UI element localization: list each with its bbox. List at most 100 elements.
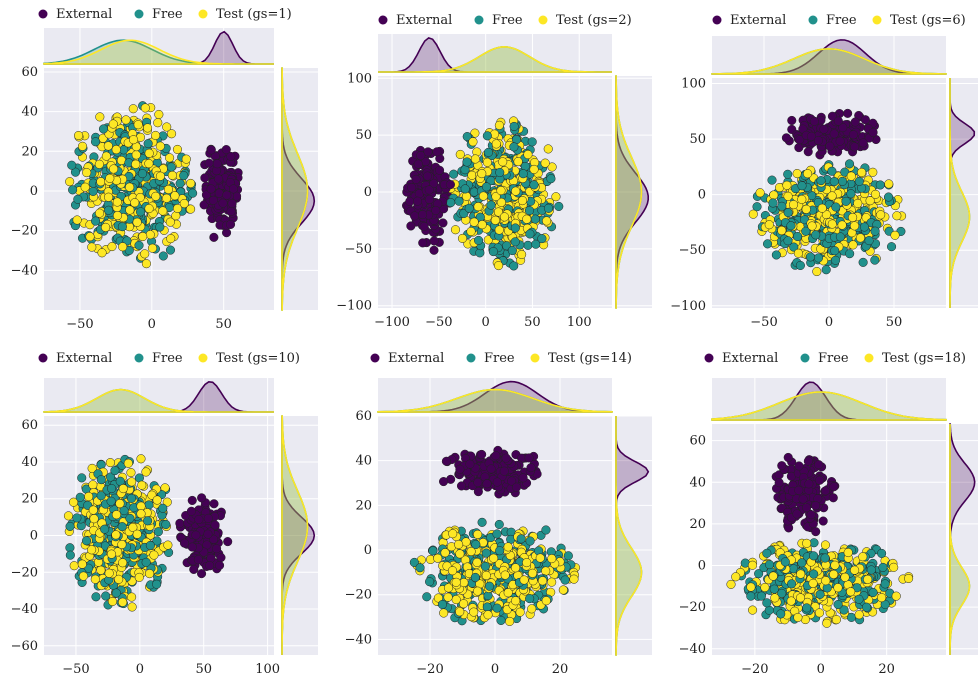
point-free (527, 137, 537, 147)
y-tick-label: −50 (345, 242, 372, 257)
point-free (106, 496, 116, 506)
point-test (144, 204, 154, 214)
point-external (829, 482, 839, 492)
point-test (170, 191, 180, 201)
x-marginal-density-test (378, 45, 612, 73)
point-test (491, 191, 501, 202)
point-free (111, 588, 121, 598)
x-marginal-density-test (711, 47, 947, 75)
point-free (858, 257, 868, 267)
point-external (225, 219, 236, 230)
point-test (505, 616, 515, 626)
point-free (101, 591, 111, 601)
legend-marker (530, 353, 540, 363)
point-free (786, 221, 796, 231)
y-tick-label: 100 (347, 71, 372, 86)
point-free (815, 589, 825, 599)
point-free (454, 196, 464, 206)
point-free (752, 202, 762, 212)
y-marginal-density-test (615, 416, 643, 656)
legend-marker (198, 9, 208, 19)
point-free (777, 588, 787, 598)
point-free (110, 466, 120, 476)
point-test (527, 568, 538, 578)
point-test (88, 505, 98, 515)
point-test (848, 212, 858, 223)
point-external (197, 569, 207, 579)
point-test (863, 574, 873, 584)
point-test (107, 242, 117, 252)
point-external (432, 147, 442, 157)
point-test (547, 577, 557, 587)
point-external (860, 115, 870, 125)
point-external (848, 130, 858, 140)
point-free (428, 546, 438, 556)
point-test (165, 217, 175, 227)
point-free (813, 253, 824, 263)
point-test (527, 604, 537, 614)
point-external (223, 537, 233, 547)
legend: External Free Test (gs=10) (38, 351, 300, 366)
legend-label: Test (gs=18) (882, 351, 966, 366)
point-free (844, 159, 855, 169)
point-test (130, 198, 140, 208)
legend-label: Free (818, 351, 849, 366)
point-test (118, 242, 128, 252)
point-test (865, 196, 875, 206)
y-tick-label: −60 (11, 639, 38, 654)
point-external (794, 461, 804, 471)
point-test (796, 569, 806, 579)
point-external (787, 115, 797, 126)
point-free (829, 176, 839, 187)
point-test (77, 559, 87, 569)
point-external (518, 473, 528, 483)
point-test (494, 261, 504, 271)
point-test (468, 137, 478, 147)
point-test (151, 191, 161, 201)
point-test (870, 189, 881, 199)
point-free (877, 548, 887, 558)
point-test (541, 566, 551, 576)
legend: External Free Test (gs=18) (704, 351, 966, 366)
point-test (513, 157, 523, 167)
point-free (152, 536, 162, 546)
point-test (87, 545, 97, 555)
point-free (854, 594, 864, 604)
point-free (73, 194, 83, 204)
point-test (884, 179, 894, 189)
point-free (437, 599, 448, 610)
point-test (82, 168, 92, 178)
subplot-2: External Free Test (gs=2) −100 −50 0 50 100 −100… (336, 13, 652, 330)
point-test (457, 233, 468, 243)
point-free (859, 222, 869, 232)
point-test (447, 566, 458, 576)
point-test (466, 226, 476, 237)
point-test (469, 607, 479, 617)
point-external (804, 479, 814, 489)
point-test (112, 211, 123, 221)
legend-marker (38, 9, 48, 19)
point-external (838, 123, 848, 133)
point-test (877, 593, 887, 603)
y-tick-label: −100 (670, 299, 706, 314)
point-test (853, 198, 863, 208)
point-test (747, 560, 758, 570)
point-free (525, 229, 535, 239)
point-test (455, 149, 465, 159)
point-test (802, 538, 812, 548)
point-free (117, 522, 127, 532)
point-external (507, 476, 517, 486)
point-test (104, 568, 114, 578)
point-external (209, 499, 219, 509)
point-external (827, 111, 837, 121)
point-external (209, 534, 219, 544)
point-free (119, 506, 129, 516)
legend-marker (808, 15, 818, 25)
point-external (208, 195, 218, 205)
subplot-1: External Free Test (gs=1) −50 0 50 −40 −20 0 20 40… (11, 7, 318, 332)
point-free (793, 231, 803, 242)
point-external (411, 174, 421, 184)
point-external (429, 178, 439, 188)
point-test (72, 215, 82, 225)
point-free (523, 240, 533, 250)
